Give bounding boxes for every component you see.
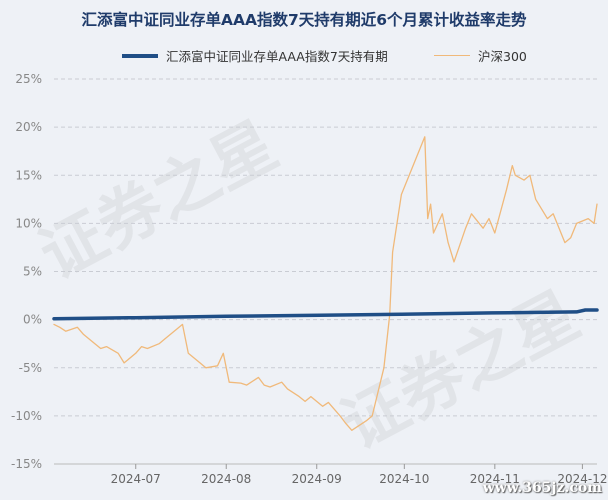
grid [54, 78, 597, 465]
legend-item-csi300: 沪深300 [434, 46, 527, 65]
legend-swatch-fund [122, 53, 158, 58]
chart-title: 汇添富中证同业存单AAA指数7天持有期近6个月累计收益率走势 [81, 11, 527, 29]
y-tick-label: 25% [15, 72, 42, 86]
y-tick-label: -15% [11, 457, 42, 471]
x-tick-label: 2024-08 [201, 472, 251, 486]
y-tick-label: 20% [15, 120, 42, 134]
x-tick-label: 2024-09 [292, 472, 342, 486]
legend: 汇添富中证同业存单AAA指数7天持有期 沪深300 [0, 46, 608, 64]
x-tick-label: 2024-07 [111, 472, 161, 486]
legend-label-csi300: 沪深300 [478, 49, 527, 64]
y-axis: 25% 20% 15% 10% 5% 0% -5% -10% -15% [11, 72, 42, 471]
y-tick-label: 10% [15, 216, 42, 230]
legend-label-fund: 汇添富中证同业存单AAA指数7天持有期 [166, 49, 388, 64]
x-tick-label: 2024-12 [557, 472, 607, 486]
y-tick-label: -5% [19, 361, 42, 375]
y-tick-label: 5% [23, 265, 42, 279]
legend-swatch-csi300 [434, 54, 470, 57]
series-line-csi300 [53, 136, 598, 431]
y-tick-label: 15% [15, 168, 42, 182]
series-layer [52, 136, 599, 431]
x-axis: 2024-07 2024-08 2024-09 2024-10 2024-11 2024-… [54, 463, 607, 486]
y-tick-label: -10% [11, 409, 42, 423]
x-tick-label: 2024-10 [379, 472, 429, 486]
y-tick-label: 0% [23, 313, 42, 327]
legend-item-fund: 汇添富中证同业存单AAA指数7天持有期 [122, 46, 388, 65]
series-line-fund [52, 308, 599, 321]
x-tick-label: 2024-11 [470, 472, 520, 486]
site-watermark: www.365jz.com [482, 480, 602, 496]
